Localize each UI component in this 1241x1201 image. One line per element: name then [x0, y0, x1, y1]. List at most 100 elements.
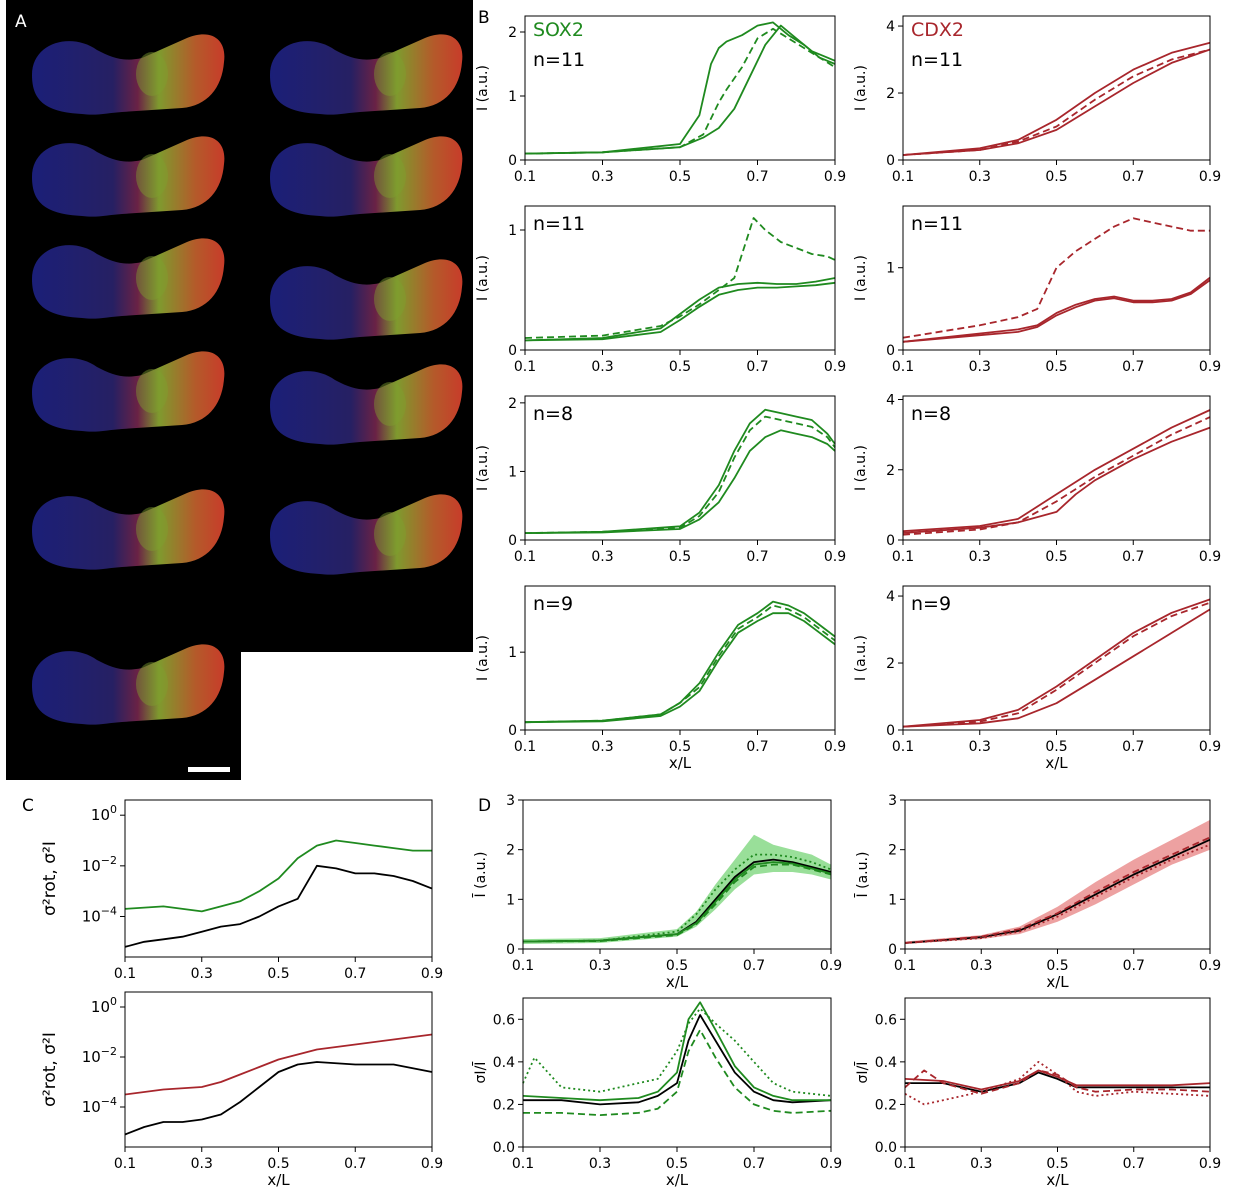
y-tick-label: 2	[888, 843, 897, 859]
y-tick-label: 0	[886, 343, 895, 359]
panel-label-d: D	[478, 796, 492, 816]
series-line-1	[524, 21, 836, 155]
series-line-1	[905, 1071, 1210, 1093]
axes-frame	[522, 799, 832, 950]
axes-frame	[904, 997, 1211, 1148]
embryo-shape	[270, 34, 463, 115]
x-tick-label: 0.3	[969, 359, 991, 375]
y-tick-label: 4	[886, 19, 895, 35]
sox2-signal	[136, 52, 168, 96]
x-tick-label: 0.9	[824, 359, 846, 375]
x-tick-label: 0.3	[969, 169, 991, 185]
embryo-shape	[270, 494, 463, 575]
y-tick-label: 2	[886, 86, 895, 102]
y-tick-label: 2	[506, 843, 515, 859]
x-tick-label: 0.5	[1045, 359, 1067, 375]
x-tick-label: 0.3	[589, 1156, 611, 1172]
series-line-1	[524, 600, 836, 724]
x-tick-label: 0.1	[894, 1156, 916, 1172]
embryo-image-2	[270, 34, 463, 115]
y-tick-label: 100	[91, 803, 117, 824]
y-tick-label: 3	[888, 793, 897, 809]
series-line-1	[124, 839, 432, 913]
confidence-band	[905, 819, 1210, 944]
embryo-shape	[32, 238, 225, 319]
embryo-image-8	[270, 364, 463, 445]
series-line-1	[523, 1014, 832, 1106]
sample-count-annotation: n=11	[911, 213, 963, 235]
x-tick-label: 0.5	[1046, 1156, 1068, 1172]
y-tick-label: 2	[886, 656, 895, 672]
embryo-shape	[270, 259, 463, 340]
y-tick-label: 1	[508, 223, 517, 239]
x-tick-label: 0.1	[892, 739, 914, 755]
x-tick-label: 0.1	[512, 1156, 534, 1172]
y-axis-label: Ī (a.u.)	[854, 852, 871, 898]
series-line-3	[902, 279, 1211, 343]
x-tick-label: 0.5	[267, 966, 289, 982]
series-line-1	[124, 1033, 433, 1096]
series-line-3	[524, 429, 836, 534]
y-tick-label: 4	[886, 589, 895, 605]
x-tick-label: 0.1	[514, 739, 536, 755]
y-tick-label: 10−4	[82, 904, 117, 925]
x-tick-label: 0.5	[666, 1156, 688, 1172]
x-tick-label: 0.5	[1045, 739, 1067, 755]
y-axis-label: σ²rot, σ²I	[40, 1032, 60, 1107]
sample-count-annotation: n=11	[533, 213, 585, 235]
x-tick-label: 0.3	[591, 359, 613, 375]
series-line-1	[902, 217, 1210, 339]
series-line-2	[522, 1001, 831, 1102]
x-tick-label: 0.3	[970, 958, 992, 974]
x-tick-label: 0.3	[969, 549, 991, 565]
panel-label-a: A	[15, 12, 27, 32]
x-tick-label: 0.3	[969, 739, 991, 755]
chart-B-cdx2-1: 0.1 0.3 0.5 0.7 0.9 0 2 4 I (a.u.) CDX2 n=11	[853, 15, 1221, 185]
series-line-2	[902, 416, 1211, 536]
series-line-2	[524, 27, 836, 155]
x-tick-label: 0.1	[514, 359, 536, 375]
x-axis-label: x/L	[1046, 1171, 1069, 1189]
x-tick-label: 0.5	[1045, 549, 1067, 565]
embryo-image-10	[270, 494, 463, 575]
y-tick-label: 100	[91, 995, 117, 1016]
x-tick-label: 0.5	[669, 739, 691, 755]
x-tick-label: 0.9	[824, 549, 846, 565]
x-tick-label: 0.9	[820, 958, 842, 974]
chart-title: SOX2	[533, 19, 584, 41]
series-line-2	[902, 276, 1211, 343]
chart-B-sox2-1: 0.1 0.3 0.5 0.7 0.9 0 1 2 I (a.u.) SOX2 n=11	[475, 15, 846, 185]
series-line-1	[902, 598, 1211, 728]
x-tick-label: 0.7	[344, 966, 366, 982]
y-tick-label: 0	[508, 153, 517, 169]
x-tick-label: 0.7	[746, 169, 768, 185]
embryo-shape	[32, 351, 225, 432]
y-axis-label: Ī (a.u.)	[472, 852, 489, 898]
series-line-3	[524, 612, 836, 724]
chart-title: CDX2	[911, 19, 964, 41]
embryo-shape	[32, 34, 225, 115]
sox2-signal	[136, 369, 168, 413]
y-axis-label: σI/Ī	[854, 1061, 871, 1084]
x-tick-label: 0.7	[344, 1156, 366, 1172]
chart-B-cdx2-4: 0.1 0.3 0.5 0.7 0.9 0 2 4 x/L I (a.u.) n=9	[853, 585, 1221, 772]
y-tick-label: 0.6	[875, 1012, 897, 1028]
x-tick-label: 0.1	[892, 169, 914, 185]
x-tick-label: 0.9	[824, 169, 846, 185]
x-tick-label: 0.9	[1199, 169, 1221, 185]
x-tick-label: 0.7	[746, 359, 768, 375]
y-axis-label: I (a.u.)	[853, 255, 869, 301]
x-tick-label: 0.3	[591, 549, 613, 565]
sox2-signal	[374, 277, 406, 321]
x-tick-label: 0.9	[1199, 359, 1221, 375]
sample-count-annotation: n=11	[911, 49, 963, 71]
series-line-1	[902, 409, 1211, 533]
y-tick-label: 1	[886, 261, 895, 277]
y-tick-label: 0.4	[493, 1055, 515, 1071]
chart-D-cdx2-cv: 0.1 0.3 0.5 0.7 0.9 0.0 0.2 0.4 0.6 x/L σI/Ī	[854, 997, 1221, 1189]
embryo-shape	[270, 364, 463, 445]
chart-B-cdx2-3: 0.1 0.3 0.5 0.7 0.9 0 2 4 I (a.u.) n=8	[853, 393, 1221, 565]
chart-C-top: 0.1 0.3 0.5 0.7 0.9 100 10−2 10−4 σ²rot, σ²I	[40, 799, 443, 982]
y-tick-label: 1	[506, 892, 515, 908]
